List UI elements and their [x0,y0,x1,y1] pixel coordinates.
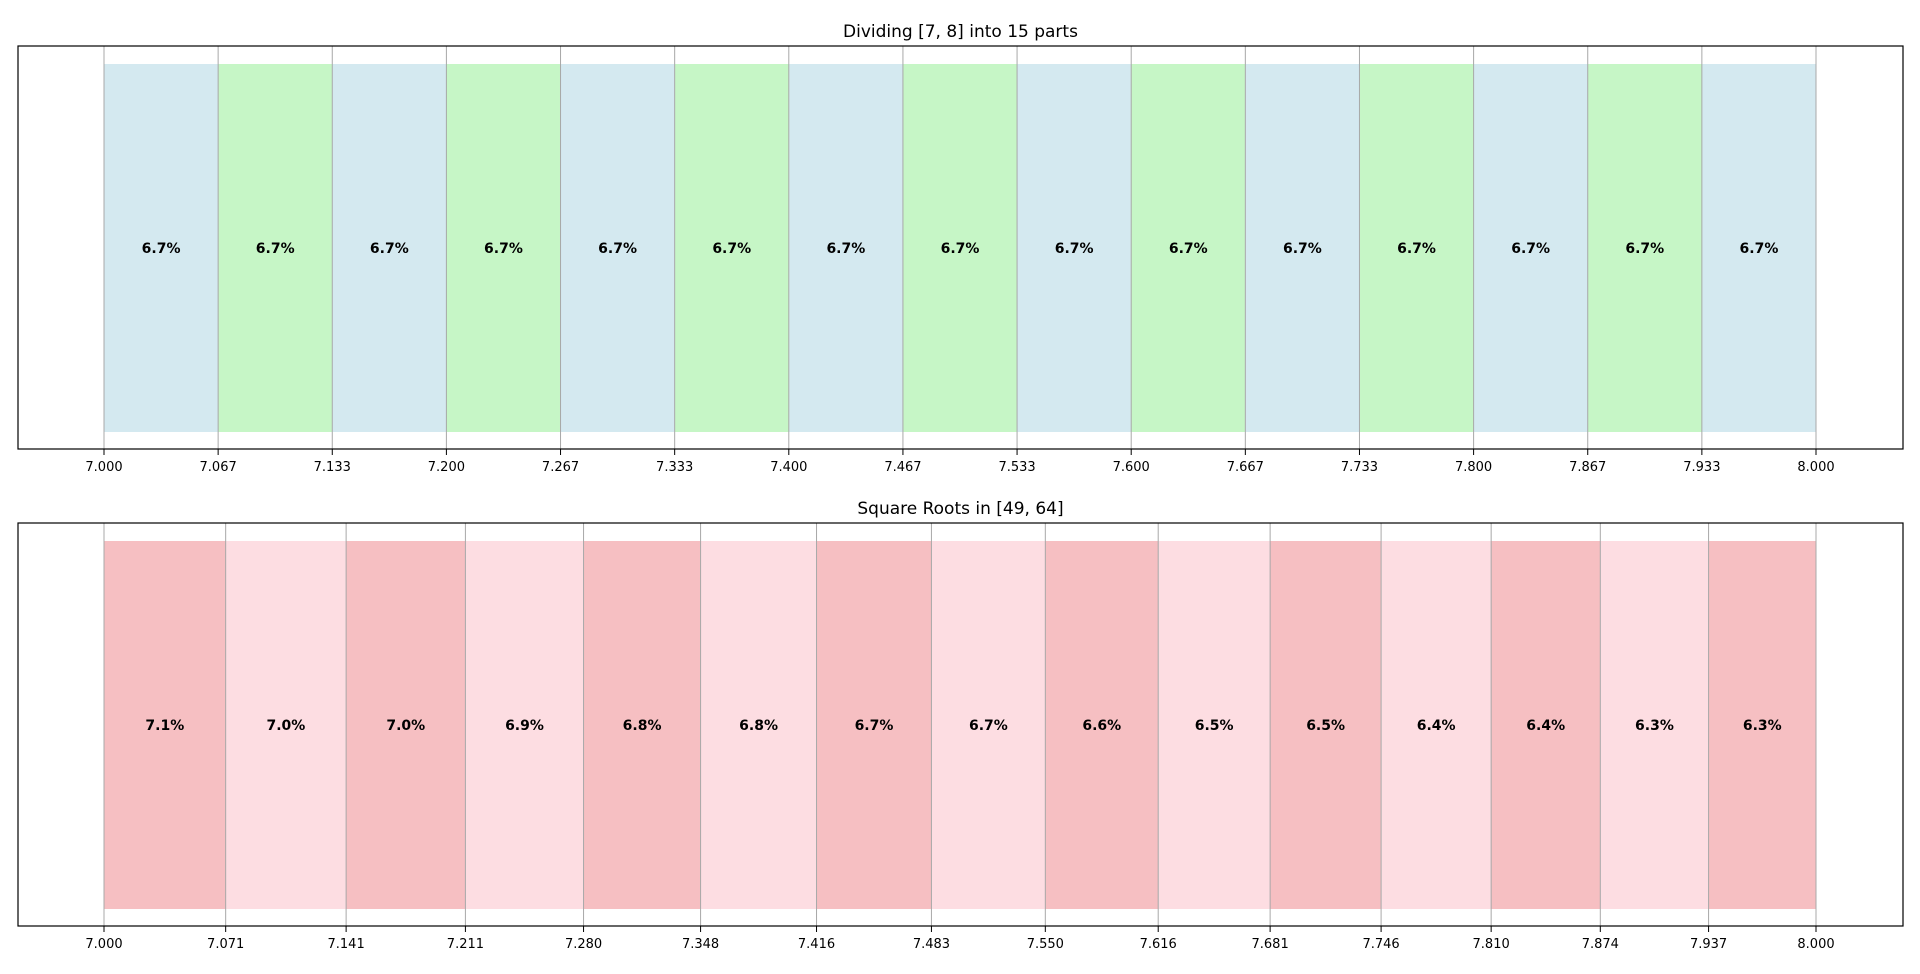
segment-bar [902,64,1018,432]
segment-bar [225,541,347,909]
segment-percent-label: 6.7% [1397,241,1436,257]
x-tick-label: 7.874 [1582,937,1619,952]
chart-panel-square-roots: Square Roots in [49, 64] 7.1% 7.0% 7.0% 6.9… [17,499,1904,952]
x-tick-label: 7.416 [798,937,835,952]
x-tick-label: 7.550 [1027,937,1064,952]
segment-bar [1708,541,1816,909]
chart-title: Square Roots in [49, 64] [857,499,1063,519]
x-tick-label: 7.000 [85,937,122,952]
x-tick-label: 7.746 [1362,937,1399,952]
segment-bar [465,541,584,909]
segment-percent-label: 6.4% [1526,718,1565,734]
x-tick-label: 7.400 [770,460,807,475]
segment-bar [674,64,789,432]
chart-panel-dividing: Dividing [7, 8] into 15 parts 6.7% 6.7% 6.… [17,22,1904,475]
x-tick-label: 7.681 [1252,937,1289,952]
plot-frame [17,522,1904,927]
segment-percent-label: 6.9% [505,718,544,734]
segment-bar [931,541,1046,909]
segment-percent-label: 7.0% [266,718,305,734]
segment-bar [1600,541,1709,909]
x-tick-label: 7.200 [428,460,465,475]
segment-bar [1491,541,1601,909]
segment-percent-label: 6.7% [941,241,980,257]
segment-bar [1701,64,1816,432]
x-tick-label: 7.733 [1341,460,1378,475]
segment-percent-label: 6.3% [1743,718,1782,734]
segment-percent-label: 6.7% [256,241,295,257]
segment-percent-label: 6.7% [1055,241,1094,257]
x-tick-label: 7.280 [565,937,602,952]
segment-percent-label: 6.8% [739,718,778,734]
segment-percent-label: 6.7% [855,718,894,734]
segment-bar [816,541,932,909]
x-tick-label: 7.000 [85,460,122,475]
segment-percent-label: 6.7% [1625,241,1664,257]
segment-percent-label: 6.7% [598,241,637,257]
segment-bar [1587,64,1702,432]
segment-percent-label: 6.7% [1740,241,1779,257]
x-tick-label: 7.211 [447,937,484,952]
segment-bar [583,541,701,909]
segment-bar [1473,64,1588,432]
x-tick-label: 7.867 [1569,460,1606,475]
segment-bar [104,541,226,909]
x-tick-label: 8.000 [1797,937,1834,952]
x-tick-label: 7.800 [1455,460,1492,475]
segment-bar [1381,541,1492,909]
segment-bar [332,64,447,432]
segment-percent-label: 6.5% [1306,718,1345,734]
x-tick-label: 7.616 [1140,937,1177,952]
x-tick-label: 7.667 [1227,460,1264,475]
segment-bar [1245,64,1360,432]
segment-percent-label: 6.7% [1511,241,1550,257]
x-tick-label: 8.000 [1797,460,1834,475]
segment-bar [1158,541,1271,909]
x-tick-label: 7.071 [207,937,244,952]
segment-percent-label: 6.7% [712,241,751,257]
x-tick-label: 7.600 [1113,460,1150,475]
segment-bar [104,64,219,432]
x-tick-label: 7.937 [1690,937,1727,952]
segment-bar [1131,64,1246,432]
x-tick-label: 7.467 [884,460,921,475]
x-tick-label: 7.533 [998,460,1035,475]
segment-percent-label: 6.7% [484,241,523,257]
segment-percent-label: 6.8% [623,718,662,734]
segment-bar [700,541,817,909]
segment-percent-label: 6.7% [370,241,409,257]
segment-bar [1017,64,1132,432]
segment-bar [788,64,903,432]
x-tick-label: 7.267 [542,460,579,475]
segment-percent-label: 6.7% [969,718,1008,734]
segment-percent-label: 6.4% [1417,718,1456,734]
x-tick-label: 7.483 [913,937,950,952]
segment-bar [346,541,466,909]
x-tick-label: 7.933 [1683,460,1720,475]
segment-bar [218,64,333,432]
segment-percent-label: 7.0% [386,718,425,734]
segment-bar [446,64,561,432]
segment-bar [1359,64,1474,432]
segment-bar [560,64,675,432]
x-tick-label: 7.133 [314,460,351,475]
x-tick-label: 7.810 [1473,937,1510,952]
segment-percent-label: 6.7% [1169,241,1208,257]
chart-title: Dividing [7, 8] into 15 parts [843,22,1078,42]
segment-percent-label: 6.5% [1195,718,1234,734]
segment-percent-label: 6.7% [1283,241,1322,257]
segment-bar [1045,541,1159,909]
segment-percent-label: 6.7% [826,241,865,257]
x-tick-label: 7.333 [656,460,693,475]
segment-bar [1270,541,1382,909]
segment-percent-label: 6.7% [142,241,181,257]
x-tick-label: 7.348 [682,937,719,952]
x-tick-label: 7.141 [328,937,365,952]
segment-percent-label: 7.1% [145,718,184,734]
segment-percent-label: 6.6% [1082,718,1121,734]
segment-percent-label: 6.3% [1635,718,1674,734]
x-tick-label: 7.067 [200,460,237,475]
plot-frame [17,45,1904,450]
